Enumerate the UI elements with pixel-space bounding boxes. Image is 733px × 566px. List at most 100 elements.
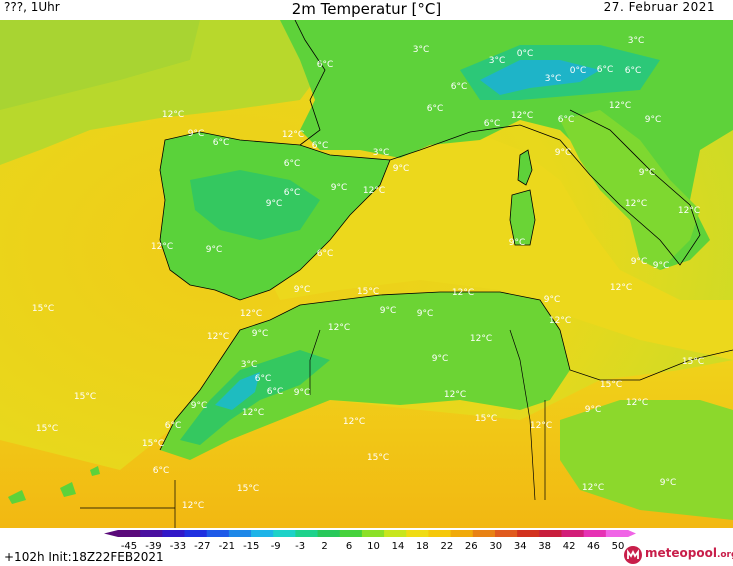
temperature-label: 12°C [470, 334, 492, 344]
colorbar-tick-label: 26 [465, 541, 478, 550]
temperature-label: 6°C [558, 115, 575, 125]
temperature-label: 9°C [206, 245, 223, 255]
temperature-label: 6°C [284, 159, 301, 169]
colorbar-segment [206, 530, 230, 537]
temperature-label: 9°C [645, 115, 662, 125]
colorbar-tick-label: -15 [243, 541, 259, 550]
colorbar-tick-label: 6 [346, 541, 352, 550]
temperature-label: 12°C [444, 390, 466, 400]
temperature-label: 6°C [153, 466, 170, 476]
temperature-label: 0°C [517, 49, 534, 59]
temperature-label: 6°C [267, 387, 284, 397]
temperature-label: 12°C [151, 242, 173, 252]
temperature-label: 9°C [294, 285, 311, 295]
colorbar-segment [339, 530, 363, 537]
temperature-label: 6°C [255, 374, 272, 384]
colorbar-segment [450, 530, 474, 537]
north-africa-land [160, 292, 570, 460]
temperature-label: 15°C [74, 392, 96, 402]
temperature-label: 6°C [284, 188, 301, 198]
meteopool-logo[interactable]: meteopool.org [621, 545, 733, 565]
colorbar-tick-label: -27 [194, 541, 210, 550]
temperature-label: 15°C [142, 439, 164, 449]
temperature-label: 9°C [191, 401, 208, 411]
temperature-label: 6°C [451, 82, 468, 92]
temperature-label: 6°C [317, 60, 334, 70]
temperature-label: 6°C [625, 66, 642, 76]
country-borders [80, 329, 546, 528]
temperature-label: 9°C [653, 261, 670, 271]
logo-text: meteopool.org [645, 546, 733, 560]
temperature-label: 12°C [240, 309, 262, 319]
colorbar-tick-label: 50 [612, 541, 625, 550]
colorbar-tick-label: -39 [145, 541, 161, 550]
colorbar-segment [162, 530, 186, 537]
colorbar-segment [539, 530, 562, 537]
colorbar-tick-label: 14 [392, 541, 405, 550]
temperature-label: 12°C [609, 101, 631, 111]
temperature-label: 9°C [639, 168, 656, 178]
temperature-label: 6°C [597, 65, 614, 75]
sardinia-island [510, 190, 535, 245]
temperature-label: 12°C [282, 130, 304, 140]
colorbar-segment [273, 530, 296, 537]
temperature-label: 0°C [570, 66, 587, 76]
temperature-label: 6°C [427, 104, 444, 114]
colorbar-tick-label: 30 [489, 541, 502, 550]
corsica-island [518, 150, 532, 185]
temperature-label: 12°C [242, 408, 264, 418]
colorbar-segment [228, 530, 252, 537]
temperature-label: 12°C [162, 110, 184, 120]
temperature-label: 6°C [317, 249, 334, 259]
colorbar-segment [184, 530, 208, 537]
temperature-label: 9°C [266, 199, 283, 209]
temperature-label: 15°C [32, 304, 54, 314]
colorbar-segment [317, 530, 341, 537]
colorbar-tick-label: -21 [219, 541, 235, 550]
temperature-label: 12°C [626, 398, 648, 408]
temperature-label: 12°C [182, 501, 204, 511]
temperature-label: 3°C [413, 45, 430, 55]
temperature-label: 6°C [165, 421, 182, 431]
canary-island-1 [8, 490, 26, 504]
temperature-label: 12°C [625, 199, 647, 209]
colorbar-tick-label: 38 [538, 541, 551, 550]
colorbar-max-arrow [628, 530, 636, 537]
colorbar-segment [406, 530, 429, 537]
map-title: 2m Temperatur [°C] [291, 0, 442, 18]
temperature-label: 12°C [530, 421, 552, 431]
colorbar-tick-label: 22 [440, 541, 453, 550]
run-label: ???, 1Uhr [4, 0, 60, 14]
colorbar-tick-label: -3 [295, 541, 305, 550]
alps-cold-core [480, 60, 600, 95]
temperature-label: 9°C [555, 148, 572, 158]
temperature-label: 12°C [678, 206, 700, 216]
temperature-label: 12°C [452, 288, 474, 298]
temperature-label: 9°C [509, 238, 526, 248]
sahara-zone [0, 360, 733, 528]
temperature-label: 3°C [373, 148, 390, 158]
colorbar-segment [118, 530, 141, 537]
temperature-label: 6°C [484, 119, 501, 129]
temperature-label: 9°C [188, 129, 205, 139]
colorbar-tick-label: 42 [563, 541, 576, 550]
colorbar-tick-label: -33 [170, 541, 186, 550]
temperature-label: 9°C [393, 164, 410, 174]
colorbar-segment [517, 530, 540, 537]
temperature-label: 15°C [357, 287, 379, 297]
colorbar-segment [583, 530, 607, 537]
canary-island-2 [60, 482, 76, 497]
colorbar-segment [605, 530, 629, 537]
header: ???, 1Uhr 2m Temperatur [°C] 27. Februar… [0, 0, 733, 20]
temperature-label: 6°C [213, 138, 230, 148]
valid-date: 27. Februar 2021 [603, 0, 715, 14]
colorbar-tick-label: -45 [121, 541, 137, 550]
colorbar-segment [295, 530, 319, 537]
colorbar-tick-label: 10 [367, 541, 380, 550]
colorbar-tick-label: -9 [271, 541, 281, 550]
footer: -45 -39 -33 -27 -21 -15 -9 -3 2 6 10 14 18 22 26 30 34 38… [0, 528, 733, 566]
colorbar-segment [361, 530, 385, 537]
temperature-label: 9°C [432, 354, 449, 364]
temperature-label: 15°C [600, 380, 622, 390]
temperature-label: 12°C [582, 483, 604, 493]
